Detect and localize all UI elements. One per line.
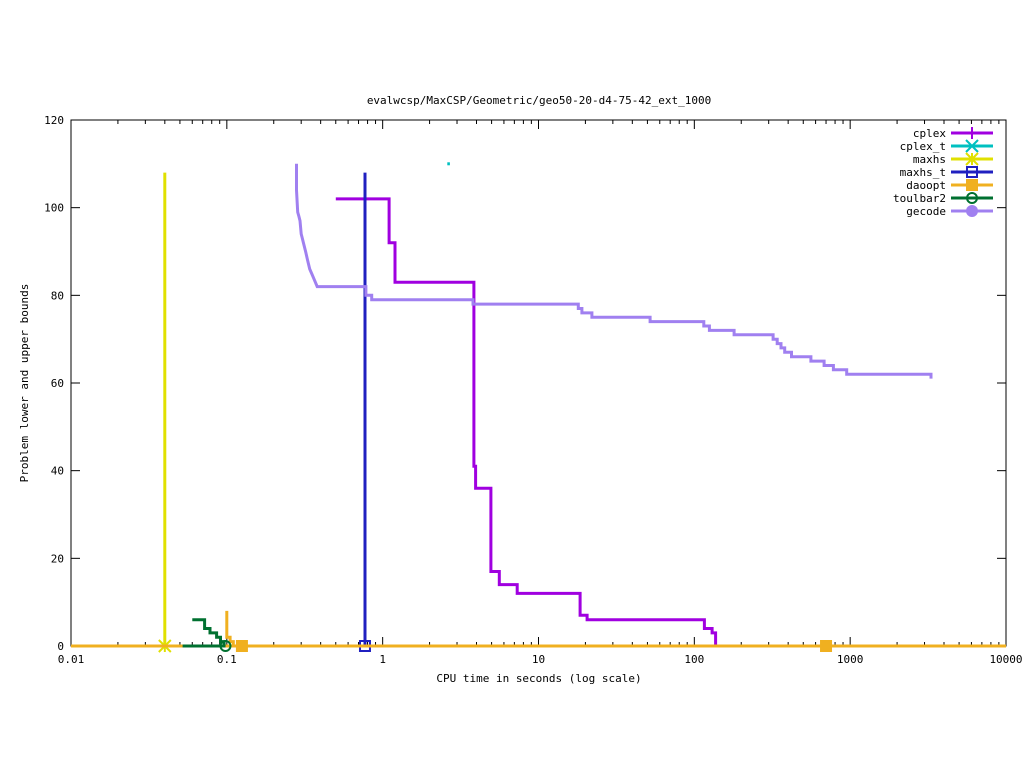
legend-marker bbox=[966, 205, 978, 217]
legend-item-maxhs: maxhs bbox=[913, 152, 993, 166]
y-tick-label: 40 bbox=[51, 465, 64, 478]
toulbar2-point bbox=[219, 640, 232, 652]
legend-label: cplex_t bbox=[900, 140, 946, 153]
series-maxhs bbox=[158, 172, 172, 653]
x-axis: 0.01 0.1 1 10 100 1000 10000 bbox=[58, 120, 1023, 666]
y-tick-label: 100 bbox=[44, 202, 64, 215]
series-layer bbox=[71, 162, 1006, 653]
legend-label: maxhs bbox=[913, 153, 946, 166]
plot-area-border bbox=[70, 119, 1007, 647]
daoopt-point bbox=[235, 640, 248, 652]
legend-item-maxhs_t: maxhs_t bbox=[900, 166, 993, 179]
legend-item-cplex_t: cplex_t bbox=[900, 139, 993, 153]
y-tick-label: 80 bbox=[51, 289, 64, 302]
legend-marker bbox=[966, 127, 978, 139]
y-axis: 0 20 40 60 80 100 120 bbox=[44, 114, 1006, 653]
y-tick-label: 120 bbox=[44, 114, 64, 127]
x-axis-label: CPU time in seconds (log scale) bbox=[436, 672, 641, 685]
legend-label: toulbar2 bbox=[893, 192, 946, 205]
legend-marker bbox=[965, 152, 979, 166]
series-gecode bbox=[295, 163, 933, 379]
legend-label: cplex bbox=[913, 127, 946, 140]
chart-title: evalwcsp/MaxCSP/Geometric/geo50-20-d4-75… bbox=[367, 94, 711, 107]
cplex-line bbox=[335, 197, 718, 646]
legend-item-daoopt: daoopt bbox=[906, 179, 993, 192]
legend-item-toulbar2: toulbar2 bbox=[893, 192, 993, 205]
x-tick-label: 10 bbox=[532, 653, 545, 666]
x-tick-label: 0.01 bbox=[58, 653, 85, 666]
toulbar2-line bbox=[192, 618, 226, 646]
legend-label: gecode bbox=[906, 205, 946, 218]
y-tick-label: 60 bbox=[51, 377, 64, 390]
x-tick-label: 0.1 bbox=[217, 653, 237, 666]
series-toulbar2 bbox=[182, 618, 232, 652]
legend-item-gecode: gecode bbox=[906, 205, 993, 218]
y-axis-label: Problem lower and upper bounds bbox=[18, 284, 31, 483]
x-tick-label: 1 bbox=[379, 653, 386, 666]
legend-label: daoopt bbox=[906, 179, 946, 192]
legend-label: maxhs_t bbox=[900, 166, 946, 179]
gecode-line bbox=[295, 163, 933, 379]
legend-item-cplex: cplex bbox=[913, 127, 993, 140]
x-tick-label: 1000 bbox=[837, 653, 864, 666]
x-tick-label: 10000 bbox=[989, 653, 1022, 666]
legend-marker bbox=[965, 139, 979, 153]
series-cplex bbox=[335, 197, 718, 646]
legend-marker bbox=[966, 166, 978, 178]
legend-marker bbox=[966, 192, 978, 204]
series-maxhs_t bbox=[358, 172, 371, 652]
y-tick-label: 20 bbox=[51, 552, 64, 565]
series-daoopt bbox=[71, 610, 1006, 652]
y-tick-label: 0 bbox=[57, 640, 64, 653]
legend-marker bbox=[966, 179, 978, 191]
x-tick-label: 100 bbox=[684, 653, 704, 666]
daoopt-extra-line bbox=[225, 610, 235, 646]
legend: cplexcplex_tmaxhsmaxhs_tdaoopttoulbar2ge… bbox=[893, 127, 993, 218]
daoopt-point bbox=[820, 640, 833, 652]
